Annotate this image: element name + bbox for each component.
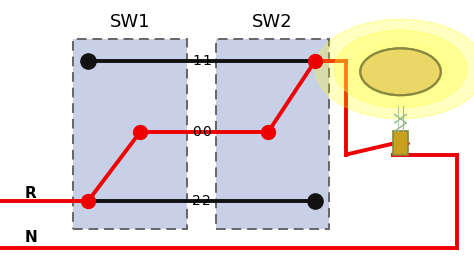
Text: 2: 2 xyxy=(202,195,211,208)
Text: 1: 1 xyxy=(202,54,211,68)
Point xyxy=(264,130,272,135)
Point xyxy=(136,130,144,135)
Text: SW2: SW2 xyxy=(252,13,293,31)
FancyBboxPatch shape xyxy=(216,39,329,229)
Text: 1: 1 xyxy=(192,54,201,68)
Point xyxy=(84,199,91,204)
FancyBboxPatch shape xyxy=(393,131,408,155)
FancyBboxPatch shape xyxy=(73,39,187,229)
Circle shape xyxy=(360,48,441,95)
Text: 0: 0 xyxy=(192,126,201,139)
Circle shape xyxy=(315,19,474,119)
Point xyxy=(84,59,91,63)
Text: 0: 0 xyxy=(202,126,211,139)
Text: 2: 2 xyxy=(192,195,201,208)
Point xyxy=(311,199,319,204)
Circle shape xyxy=(353,41,448,97)
Text: N: N xyxy=(25,230,37,245)
Point xyxy=(311,59,319,63)
Circle shape xyxy=(334,30,467,108)
Text: SW1: SW1 xyxy=(110,13,151,31)
Text: R: R xyxy=(25,186,36,201)
